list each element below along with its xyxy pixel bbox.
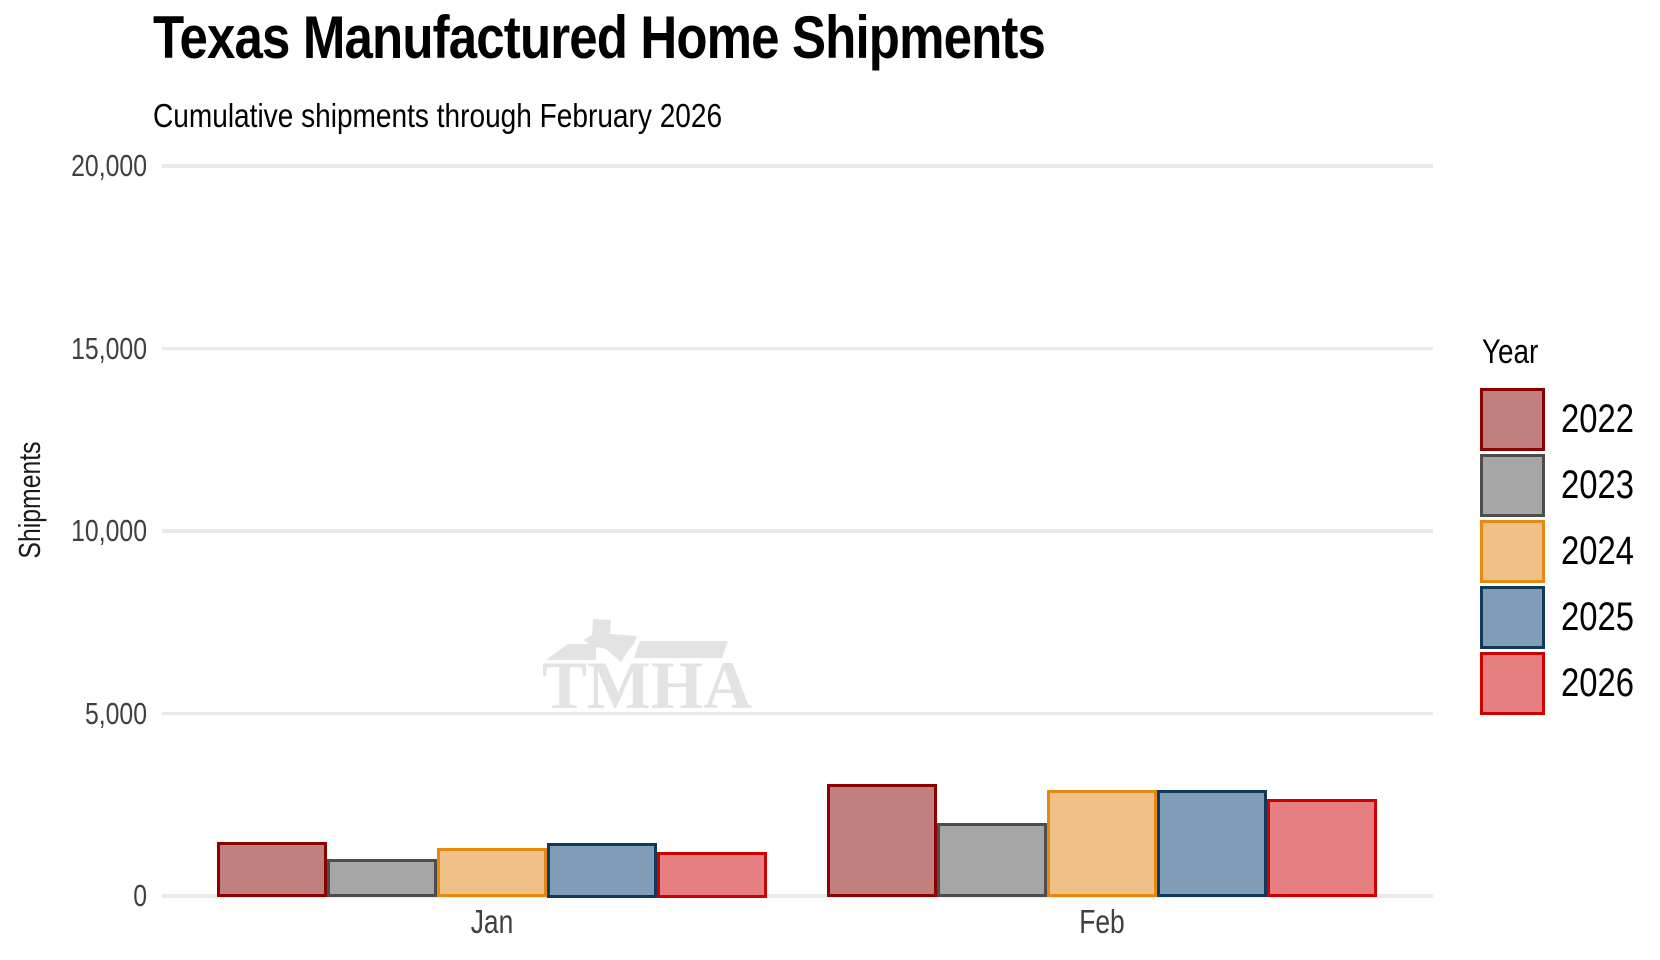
legend-label-2023: 2023: [1561, 463, 1634, 507]
gridline-10,000: [162, 529, 1433, 533]
tmha-watermark: TMHA: [542, 619, 752, 710]
y-tick-label-0: 0: [133, 878, 147, 913]
roof-right-icon: [634, 641, 728, 658]
bar-2026-jan: [657, 851, 767, 898]
x-axis-label-jan: Jan: [470, 903, 514, 940]
legend-swatch-2025: [1480, 586, 1545, 649]
legend-swatch-2026: [1480, 652, 1545, 715]
gridline-0: [162, 894, 1433, 898]
legend-title: Year: [1482, 333, 1539, 371]
bar-2026-feb: [1267, 798, 1377, 898]
legend-label-2024: 2024: [1561, 529, 1634, 573]
roof-left-icon: [546, 644, 596, 660]
bar-2022-feb: [827, 784, 937, 898]
watermark-text: TMHA: [542, 647, 752, 710]
legend-swatch-2022: [1480, 388, 1545, 451]
texas-outline-icon: [583, 619, 637, 662]
bar-2024-jan: [437, 848, 547, 898]
y-tick-label-10,000: 10,000: [71, 513, 147, 548]
bar-2023-jan: [327, 859, 437, 898]
gridline-15,000: [162, 346, 1433, 351]
y-tick-label-20,000: 20,000: [71, 148, 147, 183]
page-subtitle: Cumulative shipments through February 20…: [153, 97, 723, 134]
bar-2024-feb: [1047, 789, 1157, 898]
x-axis-label-feb: Feb: [1079, 903, 1125, 940]
legend-label-2026: 2026: [1561, 661, 1634, 705]
legend-label-2025: 2025: [1561, 595, 1634, 639]
bar-2023-feb: [937, 822, 1047, 898]
legend-swatch-2023: [1480, 454, 1545, 517]
legend-label-2022: 2022: [1561, 397, 1634, 441]
bar-2025-feb: [1157, 789, 1267, 898]
gridline-5,000: [162, 711, 1433, 716]
gridline-20,000: [162, 164, 1433, 168]
bar-2025-jan: [547, 842, 657, 898]
y-tick-label-15,000: 15,000: [71, 330, 147, 366]
bar-2022-jan: [217, 841, 327, 898]
y-tick-label-5,000: 5,000: [84, 695, 147, 731]
page-title: Texas Manufactured Home Shipments: [153, 4, 1046, 71]
legend-swatch-2024: [1480, 520, 1545, 583]
